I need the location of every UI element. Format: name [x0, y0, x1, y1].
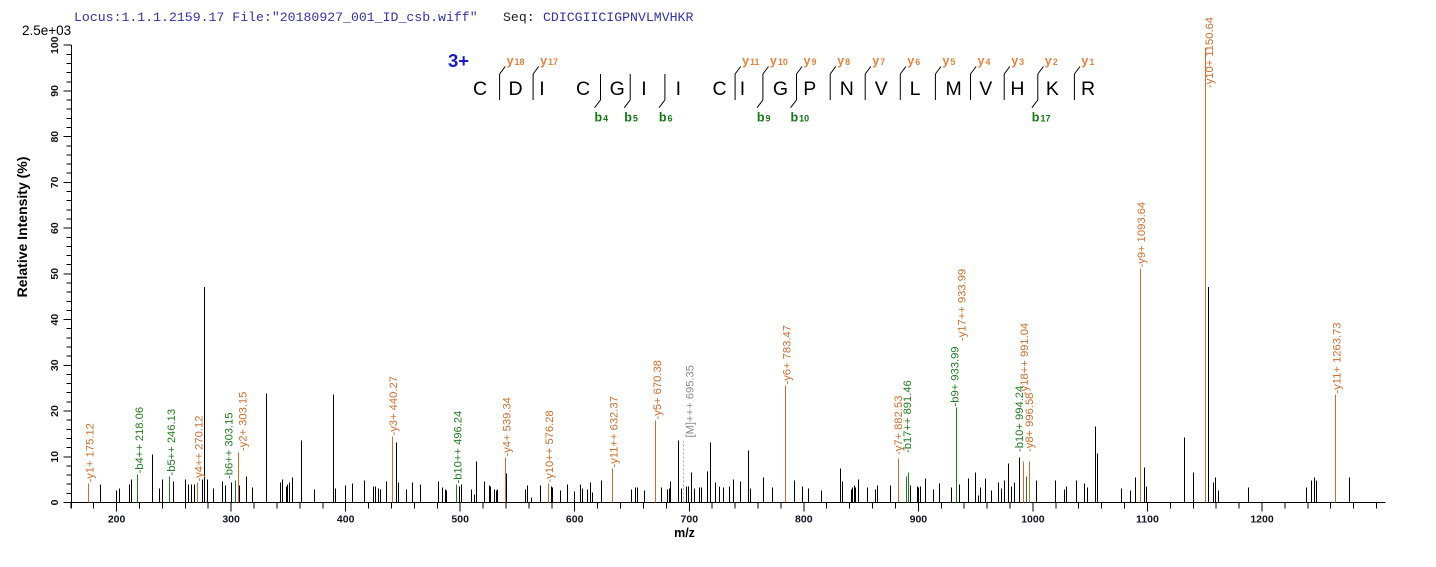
svg-text:b9: b9 — [757, 111, 771, 125]
svg-text:P: P — [803, 78, 816, 100]
svg-text:y2: y2 — [1045, 54, 1058, 68]
svg-text:900: 900 — [910, 514, 928, 526]
svg-text:-b4++ 218.06: -b4++ 218.06 — [134, 407, 146, 474]
svg-text:-b10++ 496.24: -b10++ 496.24 — [452, 411, 464, 484]
svg-text:10: 10 — [49, 451, 61, 463]
svg-text:-y11+ 1263.73: -y11+ 1263.73 — [1332, 322, 1344, 393]
svg-text:30: 30 — [49, 359, 61, 371]
svg-text:-y3+ 440.27: -y3+ 440.27 — [388, 376, 400, 435]
svg-text:1100: 1100 — [1136, 514, 1159, 526]
svg-text:Locus:1.1.1.2159.17 File:"2018: Locus:1.1.1.2159.17 File:"20180927_001_I… — [74, 10, 478, 25]
svg-text:3+: 3+ — [448, 50, 469, 71]
svg-text:I: I — [539, 78, 544, 100]
svg-text:b10: b10 — [791, 111, 810, 125]
svg-text:y17: y17 — [540, 54, 558, 68]
svg-text:y11: y11 — [742, 54, 759, 68]
svg-text:K: K — [1046, 78, 1059, 100]
svg-text:400: 400 — [337, 514, 355, 526]
svg-text:2.5e+03: 2.5e+03 — [22, 23, 71, 38]
svg-text:I: I — [676, 78, 681, 100]
svg-text:50: 50 — [49, 268, 61, 280]
svg-text:V: V — [979, 78, 992, 100]
svg-text:b5: b5 — [624, 111, 638, 125]
svg-text:Seq:: Seq: — [503, 10, 535, 25]
svg-text:-b6++ 303.15: -b6++ 303.15 — [224, 412, 236, 479]
svg-text:I: I — [740, 78, 745, 100]
svg-text:y5: y5 — [942, 54, 955, 68]
svg-text:40: 40 — [49, 314, 61, 326]
svg-text:b6: b6 — [659, 111, 673, 125]
svg-text:[M]+++ 695.35: [M]+++ 695.35 — [685, 365, 697, 437]
svg-text:600: 600 — [566, 514, 584, 526]
svg-text:-y17++ 933.99: -y17++ 933.99 — [957, 269, 969, 341]
svg-text:-y7+ 882.53: -y7+ 882.53 — [893, 396, 905, 455]
svg-text:500: 500 — [451, 514, 469, 526]
svg-text:D: D — [508, 78, 522, 100]
svg-text:-y18++ 991.04: -y18++ 991.04 — [1019, 323, 1031, 395]
svg-text:m/z: m/z — [674, 526, 695, 540]
svg-text:-b10+ 994.24: -b10+ 994.24 — [1014, 386, 1026, 452]
svg-text:80: 80 — [49, 131, 61, 143]
svg-text:y1: y1 — [1081, 54, 1094, 68]
svg-text:C: C — [473, 78, 487, 100]
svg-text:M: M — [945, 78, 961, 100]
svg-text:800: 800 — [795, 514, 813, 526]
svg-text:-y5+ 670.38: -y5+ 670.38 — [652, 360, 664, 419]
svg-text:300: 300 — [222, 514, 240, 526]
svg-text:R: R — [1081, 78, 1095, 100]
svg-text:200: 200 — [108, 514, 126, 526]
svg-text:V: V — [875, 78, 888, 100]
svg-text:-y2+ 303.15: -y2+ 303.15 — [238, 392, 250, 451]
svg-text:-y8+ 996.58: -y8+ 996.58 — [1024, 393, 1036, 452]
svg-text:0: 0 — [49, 499, 61, 505]
svg-text:-y4+ 539.34: -y4+ 539.34 — [502, 397, 514, 456]
svg-text:y6: y6 — [907, 54, 920, 68]
svg-text:C: C — [713, 78, 727, 100]
svg-text:700: 700 — [681, 514, 699, 526]
svg-text:G: G — [610, 78, 625, 100]
svg-text:-y10++ 576.28: -y10++ 576.28 — [544, 410, 556, 482]
svg-text:-y4++ 270.12: -y4++ 270.12 — [193, 416, 205, 482]
svg-text:100: 100 — [49, 36, 61, 54]
svg-text:CDICGIICIGPNVLMVHKR: CDICGIICIGPNVLMVHKR — [543, 10, 693, 25]
svg-text:1200: 1200 — [1250, 514, 1274, 526]
svg-text:70: 70 — [49, 176, 61, 188]
svg-text:L: L — [910, 78, 921, 100]
svg-text:y8: y8 — [837, 54, 850, 68]
svg-text:-b9+ 933.99: -b9+ 933.99 — [950, 346, 962, 406]
svg-text:1000: 1000 — [1021, 514, 1045, 526]
svg-text:-y9+ 1093.64: -y9+ 1093.64 — [1136, 202, 1148, 268]
svg-text:-y1+ 175.12: -y1+ 175.12 — [85, 423, 97, 482]
svg-text:y3: y3 — [1011, 54, 1024, 68]
svg-text:y4: y4 — [978, 54, 991, 68]
svg-text:I: I — [641, 78, 646, 100]
svg-text:60: 60 — [49, 222, 61, 234]
svg-text:y7: y7 — [872, 54, 885, 68]
svg-text:y9: y9 — [804, 54, 817, 68]
svg-text:-y6+ 783.47: -y6+ 783.47 — [781, 325, 793, 384]
svg-text:20: 20 — [49, 405, 61, 417]
svg-text:N: N — [840, 78, 854, 100]
svg-text:-b17++ 891.46: -b17++ 891.46 — [902, 380, 914, 453]
svg-text:y10: y10 — [770, 54, 788, 68]
svg-text:H: H — [1010, 78, 1024, 100]
svg-text:90: 90 — [49, 85, 61, 97]
svg-text:b17: b17 — [1032, 111, 1051, 125]
svg-text:y18: y18 — [507, 54, 525, 68]
svg-text:G: G — [773, 78, 788, 100]
svg-text:-y10+ 1150.64: -y10+ 1150.64 — [1204, 17, 1216, 88]
svg-text:-y11++ 632.37: -y11++ 632.37 — [608, 396, 620, 467]
svg-text:C: C — [576, 78, 590, 100]
svg-text:-b5++ 246.13: -b5++ 246.13 — [166, 409, 178, 476]
svg-text:Relative Intensity (%): Relative Intensity (%) — [14, 157, 30, 298]
svg-text:b4: b4 — [595, 111, 609, 125]
